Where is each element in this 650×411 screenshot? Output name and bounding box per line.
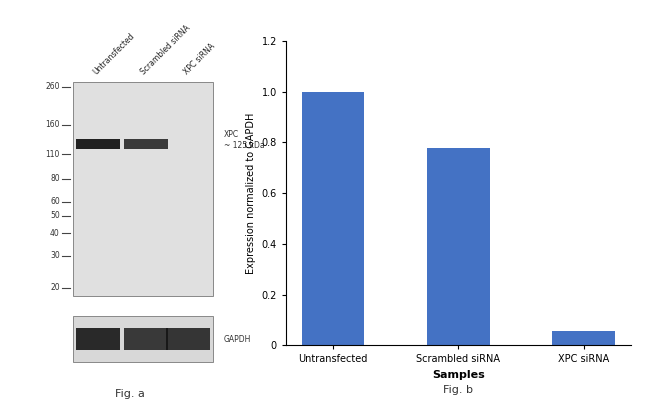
Text: Fig. b: Fig. b <box>443 385 473 395</box>
Y-axis label: Expression normalized to GAPDH: Expression normalized to GAPDH <box>246 113 256 274</box>
Text: 30: 30 <box>50 252 60 261</box>
FancyBboxPatch shape <box>73 82 213 296</box>
Text: 20: 20 <box>50 283 60 292</box>
Text: 80: 80 <box>50 175 60 183</box>
Text: GAPDH: GAPDH <box>224 335 251 344</box>
Text: 50: 50 <box>50 211 60 220</box>
Bar <box>552 331 615 345</box>
X-axis label: Samples: Samples <box>432 370 485 380</box>
FancyBboxPatch shape <box>124 139 168 148</box>
FancyBboxPatch shape <box>76 139 120 148</box>
Text: Untransfected: Untransfected <box>92 31 136 76</box>
Text: 260: 260 <box>46 82 60 91</box>
FancyBboxPatch shape <box>124 328 168 350</box>
FancyBboxPatch shape <box>76 328 120 350</box>
Text: XPC siRNA: XPC siRNA <box>181 41 216 76</box>
Text: 40: 40 <box>50 229 60 238</box>
Bar <box>427 148 489 345</box>
Text: Scrambled siRNA: Scrambled siRNA <box>140 23 192 76</box>
Text: 160: 160 <box>46 120 60 129</box>
FancyBboxPatch shape <box>73 316 213 362</box>
Text: XPC
~ 125 kDa: XPC ~ 125 kDa <box>224 130 264 150</box>
Bar <box>302 92 364 345</box>
FancyBboxPatch shape <box>166 328 210 350</box>
Text: 110: 110 <box>46 150 60 159</box>
Text: 60: 60 <box>50 197 60 206</box>
Text: Fig. a: Fig. a <box>115 389 145 399</box>
